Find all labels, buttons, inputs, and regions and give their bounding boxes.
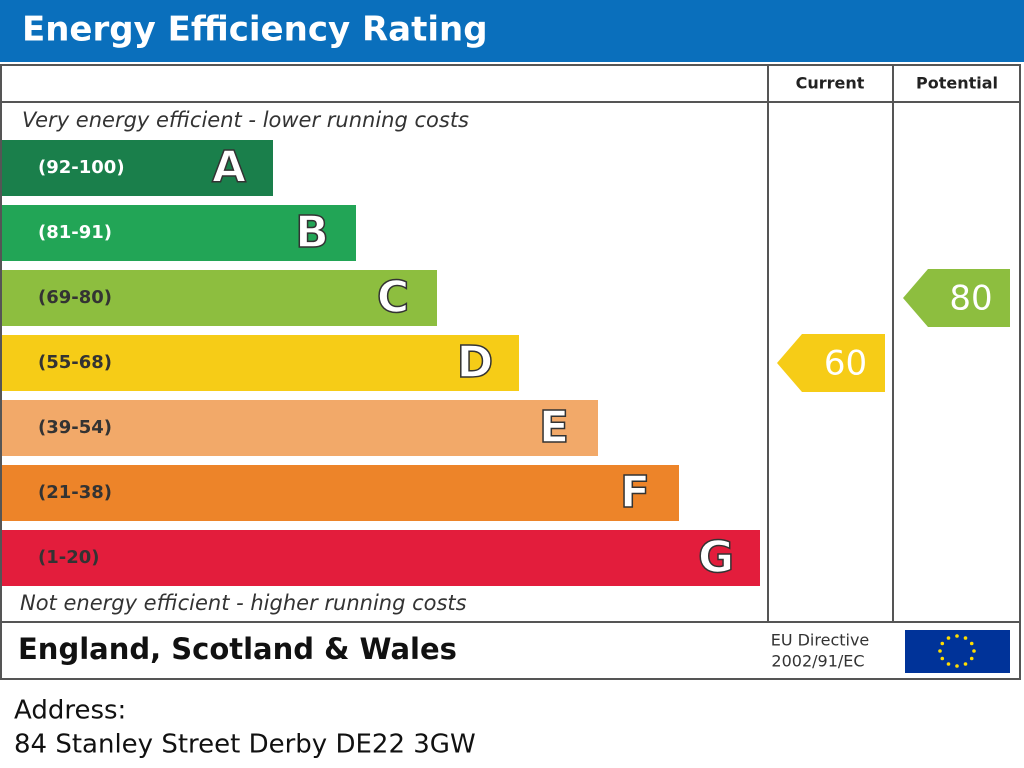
band-letter: B — [295, 207, 329, 258]
address-line: 84 Stanley Street Derby DE22 3GW — [14, 730, 476, 760]
eu-star — [963, 662, 968, 666]
eu-star — [969, 641, 974, 646]
eu-star — [955, 664, 959, 668]
eu-star — [946, 636, 951, 640]
band-bar — [2, 140, 273, 196]
band-range: (81-91) — [38, 222, 112, 243]
eu-star — [938, 649, 942, 653]
potential-arrow — [903, 269, 1010, 327]
current-arrow — [777, 334, 885, 392]
band-range: (69-80) — [38, 287, 112, 308]
band-bar — [2, 270, 437, 326]
band-range: (39-54) — [38, 417, 112, 438]
band-bar — [2, 400, 598, 456]
directive: EU Directive — [771, 631, 870, 650]
band-bar — [2, 530, 760, 586]
title-bar — [0, 0, 1024, 62]
eu-star — [955, 634, 959, 638]
potential-header: Potential — [916, 74, 998, 93]
band-letter: C — [377, 272, 409, 323]
eu-star — [940, 656, 945, 661]
eu-star — [972, 649, 976, 653]
band-range: (92-100) — [38, 157, 125, 178]
band-bar — [2, 335, 519, 391]
band-letter: F — [620, 467, 650, 518]
eu-star — [946, 662, 951, 666]
title: Energy Efficiency Rating — [22, 10, 488, 50]
band-bar — [2, 465, 679, 521]
current-rating: 60 — [824, 344, 867, 384]
band-range: (21-38) — [38, 482, 112, 503]
address-label: Address: — [14, 696, 126, 726]
band-range: (1-20) — [38, 547, 100, 568]
eu-star — [963, 636, 968, 640]
eu-star — [940, 641, 945, 646]
frame — [0, 64, 1021, 680]
eu-star — [969, 656, 974, 661]
band-letter: G — [698, 532, 734, 583]
bottom-note: Not energy efficient - higher running co… — [20, 591, 467, 615]
region: England, Scotland & Wales — [18, 632, 457, 666]
band-range: (55-68) — [38, 352, 112, 373]
band-letter: D — [457, 337, 494, 388]
band-bar — [2, 205, 356, 261]
directive: 2002/91/EC — [771, 652, 864, 671]
eu-stars — [938, 634, 976, 668]
potential-rating: 80 — [949, 279, 992, 319]
top-note: Very energy efficient - lower running co… — [22, 108, 469, 132]
band-letter: E — [539, 402, 569, 453]
band-letter: A — [212, 142, 246, 193]
current-header: Current — [796, 74, 865, 93]
